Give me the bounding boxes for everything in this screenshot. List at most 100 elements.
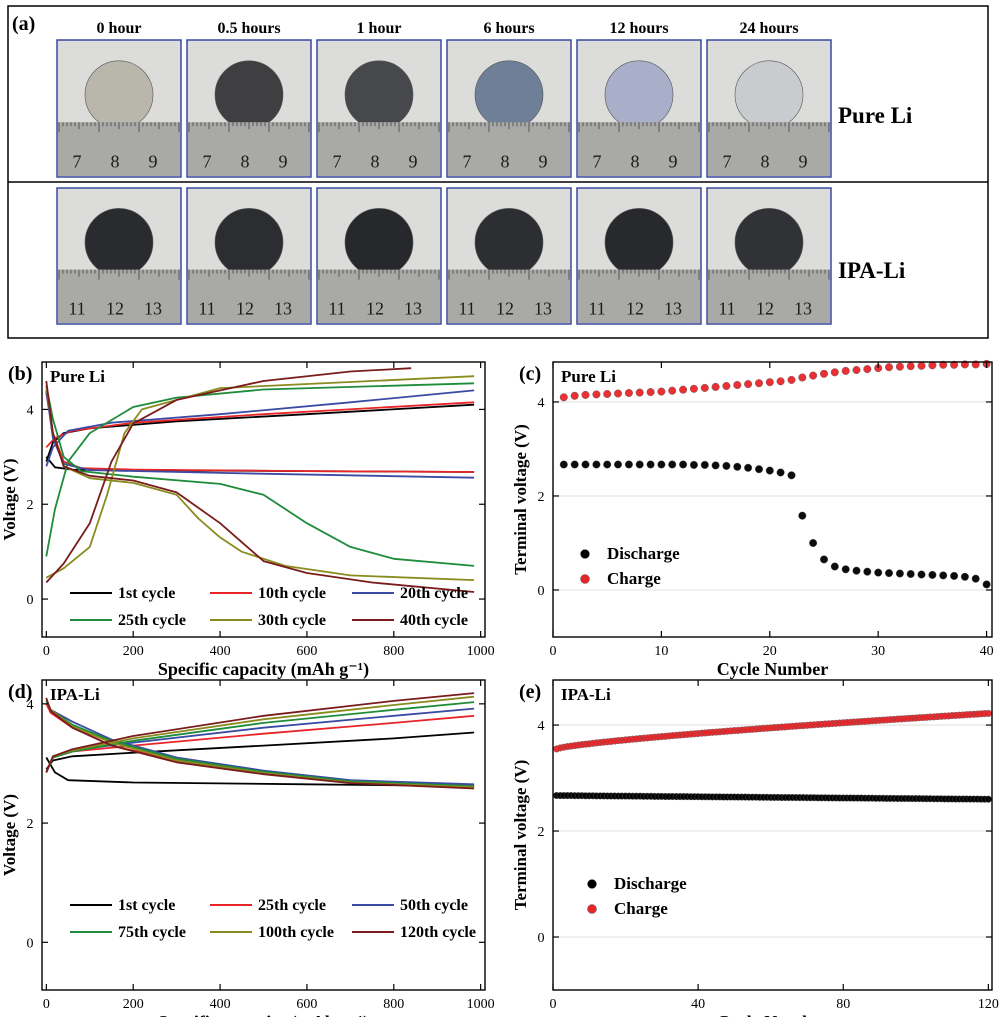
ruler <box>578 122 700 176</box>
data-point <box>570 460 579 469</box>
data-point <box>928 570 937 579</box>
panel-a-photo-grid: (a) 0 hour 0.5 hours 1 hour 6 hours 12 hours… <box>7 5 989 339</box>
sample-photo: 7 8 9 <box>446 39 572 178</box>
data-point <box>755 379 764 388</box>
legend-marker <box>587 904 597 914</box>
x-tick-label: 0 <box>43 644 50 659</box>
ruler-number: 11 <box>328 298 345 318</box>
ruler-number: 8 <box>111 151 120 171</box>
data-point <box>592 460 601 469</box>
sample-photo: 11 12 13 <box>706 187 832 325</box>
axes-frame <box>41 679 486 991</box>
time-label: 6 hours <box>483 20 534 37</box>
x-tick-label: 40 <box>980 644 994 659</box>
x-tick-label: 30 <box>871 644 885 659</box>
x-axis-label: Specific capacity (mAh g⁻¹) <box>158 659 369 680</box>
ruler-number: 13 <box>144 298 162 318</box>
data-point <box>668 460 677 469</box>
time-label: 0 hour <box>97 20 142 37</box>
ruler-number: 11 <box>198 298 215 318</box>
data-point <box>592 390 601 399</box>
y-axis-label: Voltage (V) <box>0 459 19 541</box>
x-tick-label: 800 <box>383 997 404 1012</box>
data-point <box>841 565 850 574</box>
panel-b-chart: 0 200 400 600 800 1000 0 2 4 Specific capacity (m… <box>0 361 495 680</box>
series-line-discharge <box>45 697 475 790</box>
ruler <box>578 269 700 323</box>
data-point <box>830 368 839 377</box>
data-point <box>614 389 623 398</box>
ruler <box>318 122 440 176</box>
ruler-number: 12 <box>496 298 514 318</box>
sample-photo: 7 8 9 <box>576 39 702 178</box>
x-tick-label: 200 <box>123 644 144 659</box>
legend-label: 40th cycle <box>400 612 468 629</box>
ruler-number: 11 <box>68 298 85 318</box>
data-point <box>603 460 612 469</box>
x-axis-label: Cycle Number <box>717 1012 828 1017</box>
x-axis-label: Specific capacity (mAh g⁻¹) <box>158 1012 369 1017</box>
y-tick-label: 4 <box>27 698 34 713</box>
sample-photo: 11 12 13 <box>56 187 182 325</box>
y-tick-label: 0 <box>538 584 545 599</box>
data-point <box>874 568 883 577</box>
data-point <box>646 388 655 397</box>
series-line-discharge <box>45 385 475 567</box>
legend-label: 30th cycle <box>258 612 326 629</box>
x-tick-label: 600 <box>296 644 317 659</box>
ruler-number: 9 <box>279 151 288 171</box>
data-point <box>820 555 829 564</box>
ruler-number: 13 <box>534 298 552 318</box>
data-point <box>960 572 969 581</box>
y-tick-label: 2 <box>27 498 34 513</box>
data-point <box>917 361 926 370</box>
chart-title: IPA-Li <box>561 685 611 704</box>
data-point <box>700 460 709 469</box>
x-tick-label: 40 <box>691 997 705 1012</box>
ruler <box>448 269 570 323</box>
data-point <box>776 468 785 477</box>
legend-label: 75th cycle <box>118 924 186 941</box>
sample-photo: 7 8 9 <box>186 39 312 178</box>
chart-title: IPA-Li <box>50 685 100 704</box>
y-axis-label: Terminal voltage (V) <box>511 760 530 910</box>
data-point <box>765 378 774 387</box>
data-point <box>624 460 633 469</box>
data-point <box>744 380 753 389</box>
legend-label: 1st cycle <box>118 585 175 602</box>
axes-frame <box>41 361 486 638</box>
series-line-charge <box>45 375 475 579</box>
data-point <box>581 460 590 469</box>
x-tick-label: 10 <box>654 644 668 659</box>
data-point <box>984 795 992 803</box>
data-point <box>765 466 774 475</box>
panel-e-chart: 0 40 80 120 0 2 4 Cycle Number Terminal voltage … <box>511 679 999 1017</box>
data-point <box>863 365 872 374</box>
data-point <box>755 465 764 474</box>
lithium-disc <box>734 60 804 130</box>
data-point <box>895 569 904 578</box>
legend-label: 25th cycle <box>118 612 186 629</box>
ruler-number: 7 <box>463 151 472 171</box>
y-axis-label: Terminal voltage (V) <box>511 424 530 574</box>
x-tick-label: 1000 <box>467 997 495 1012</box>
lithium-disc <box>214 60 284 130</box>
legend-marker <box>580 549 590 559</box>
x-tick-label: 600 <box>296 997 317 1012</box>
x-tick-label: 0 <box>550 997 557 1012</box>
data-point <box>950 360 959 369</box>
chart-title: Pure Li <box>50 367 105 386</box>
data-point <box>939 360 948 369</box>
sample-photo: 11 12 13 <box>186 187 312 325</box>
lithium-disc <box>214 208 284 277</box>
ruler <box>708 122 830 176</box>
ruler-number: 13 <box>664 298 682 318</box>
data-point <box>885 363 894 372</box>
time-label: 24 hours <box>739 20 798 37</box>
data-point <box>830 562 839 571</box>
data-point <box>917 570 926 579</box>
x-tick-label: 800 <box>383 644 404 659</box>
data-point <box>809 539 818 548</box>
ruler-number: 13 <box>274 298 292 318</box>
